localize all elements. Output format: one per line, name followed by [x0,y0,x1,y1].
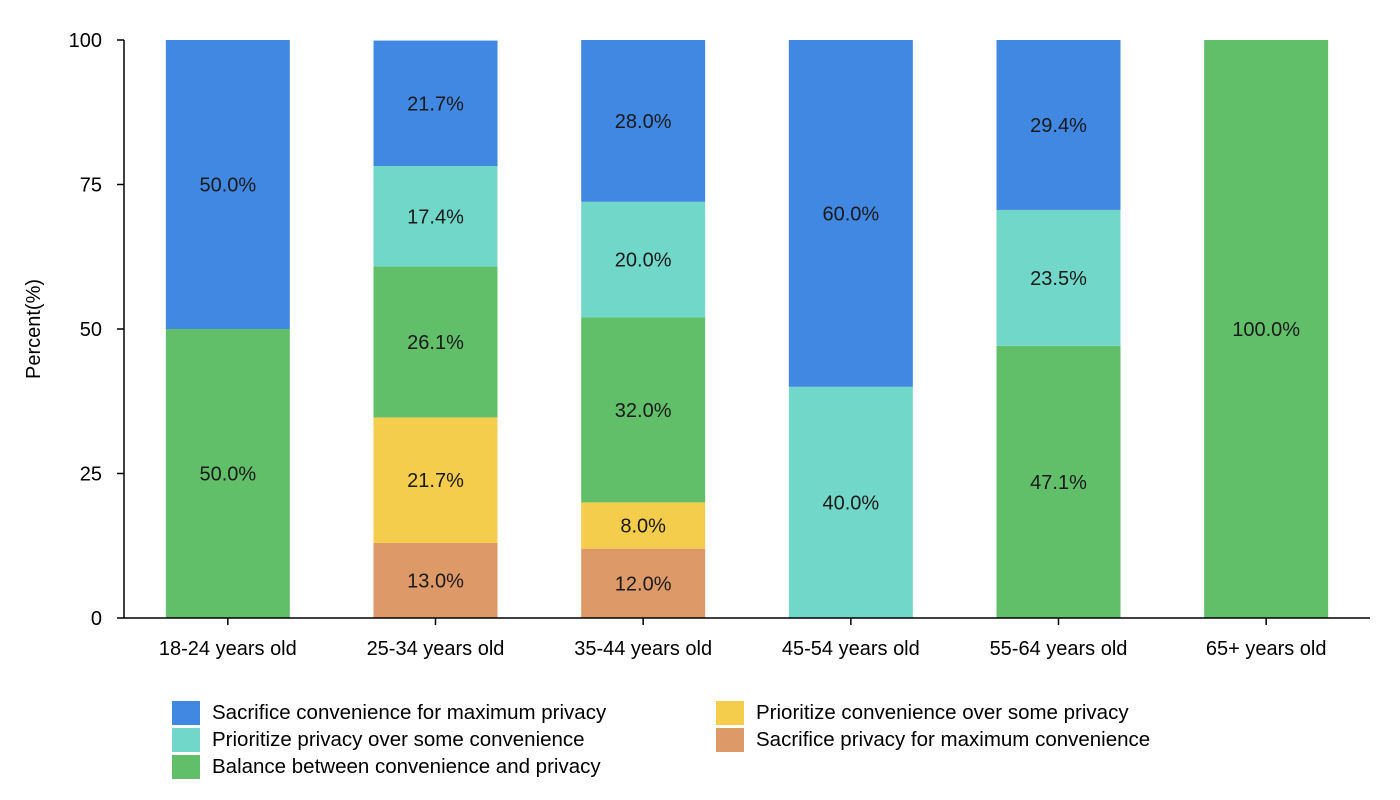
data-label: 29.4% [1030,115,1087,137]
bar-segment [581,201,706,318]
legend-swatch [716,700,744,725]
legend-label: Sacrifice privacy for maximum convenienc… [756,727,1151,751]
bar-segment [373,266,498,418]
legend-swatch [716,727,744,752]
bar-segment [996,209,1121,346]
data-label: 50.0% [199,175,256,197]
data-label: 100.0% [1232,319,1300,341]
bar-segment [788,40,913,387]
legend-label: Prioritize privacy over some convenience [212,727,585,751]
data-label: 17.4% [407,206,464,228]
bar-segment [581,548,706,618]
data-label: 12.0% [615,573,672,595]
bar-segment [165,329,290,618]
x-tick-label: 18-24 years old [159,638,297,660]
legend-item: Balance between convenience and privacy [172,753,601,780]
legend: Sacrifice convenience for maximum privac… [172,699,1232,789]
data-label: 28.0% [615,111,672,133]
y-tick-label: 0 [91,608,102,630]
data-label: 60.0% [822,203,879,225]
y-tick-label: 75 [80,175,102,197]
axes-layer: 18-24 years old 25-34 years old 35-44 year… [69,30,1370,660]
legend-label: Balance between convenience and privacy [212,754,601,778]
legend-item: Sacrifice privacy for maximum convenienc… [716,726,1150,753]
stacked-bar-chart: 50.0% 50.0% 13.0% 21.7% 26.1% 17.4% 21.7% 12.0%… [23,30,1370,660]
data-label: 40.0% [822,492,879,514]
y-tick-label: 50 [80,319,102,341]
legend-item: Prioritize convenience over some privacy [716,699,1129,726]
bar-segment [581,502,706,549]
bar-segment [373,40,498,167]
legend-label: Prioritize convenience over some privacy [756,700,1129,724]
data-label: 21.7% [407,93,464,115]
bar-segment [373,417,498,543]
bar-segment [1204,40,1329,618]
y-tick-label: 100 [69,30,102,52]
bar-segment [581,317,706,503]
bar-segment [373,542,498,618]
bar-segment [165,40,290,329]
data-label: 21.7% [407,470,464,492]
y-axis-label: Percent(%) [23,279,45,379]
y-tick-label: 25 [80,464,102,486]
legend-swatch [172,754,200,779]
data-label: 32.0% [615,400,672,422]
x-tick-label: 25-34 years old [367,638,505,660]
x-tick-label: 35-44 years old [574,638,712,660]
legend-item: Sacrifice convenience for maximum privac… [172,699,606,726]
legend-swatch [172,727,200,752]
x-tick-label: 55-64 years old [990,638,1128,660]
x-tick-label: 45-54 years old [782,638,920,660]
segment-labels-layer: 50.0% 50.0% 13.0% 21.7% 26.1% 17.4% 21.7% 12.0%… [199,93,1300,595]
bar-segment [373,166,498,267]
bar-segment [581,40,706,202]
data-label: 47.1% [1030,472,1087,494]
data-label: 50.0% [199,464,256,486]
bar-segment [788,386,913,618]
data-label: 26.1% [407,332,464,354]
data-label: 23.5% [1030,268,1087,290]
bar-segment [996,345,1121,618]
bars-layer [165,40,1329,618]
data-label: 13.0% [407,570,464,592]
legend-swatch [172,700,200,725]
legend-item: Prioritize privacy over some convenience [172,726,585,753]
legend-label: Sacrifice convenience for maximum privac… [212,700,607,724]
bar-segment [996,40,1121,210]
data-label: 20.0% [615,250,672,272]
data-label: 8.0% [620,516,666,538]
x-tick-label: 65+ years old [1206,638,1327,660]
